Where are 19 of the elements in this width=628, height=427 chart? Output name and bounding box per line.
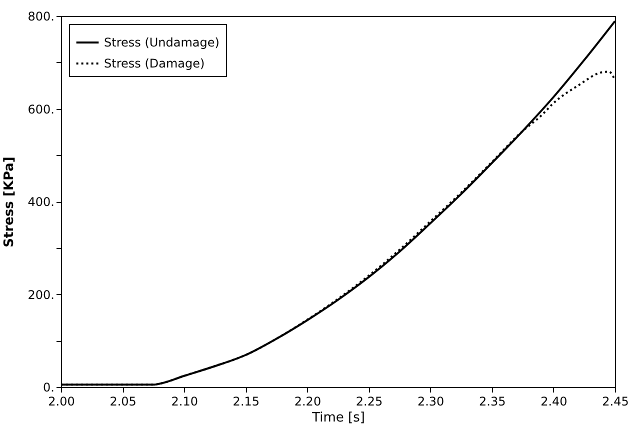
y-tick-label: 400. [28,195,54,209]
legend-label: Stress (Undamage) [104,36,220,50]
x-tick-label: 2.05 [110,394,136,408]
x-tick-label: 2.40 [540,394,568,408]
x-axis-title: Time [s] [311,410,365,426]
x-tick-label: 2.25 [356,394,383,408]
x-tick-label: 2.30 [417,394,444,408]
x-tick-label: 2.10 [171,394,198,408]
legend-label: Stress (Damage) [104,56,205,70]
y-tick-label: 0. [43,380,54,394]
y-axis-title: Stress [KPa] [2,156,17,248]
x-tick-label: 2.35 [479,394,506,408]
y-tick-label: 200. [28,288,54,302]
x-tick-label: 2.20 [294,394,322,408]
y-tick-label: 600. [28,102,54,116]
x-tick-label: 2.15 [232,394,260,408]
x-tick-label: 2.45 [602,394,628,408]
x-tick-label: 2.00 [48,394,75,408]
y-tick-label: 800. [28,10,54,24]
